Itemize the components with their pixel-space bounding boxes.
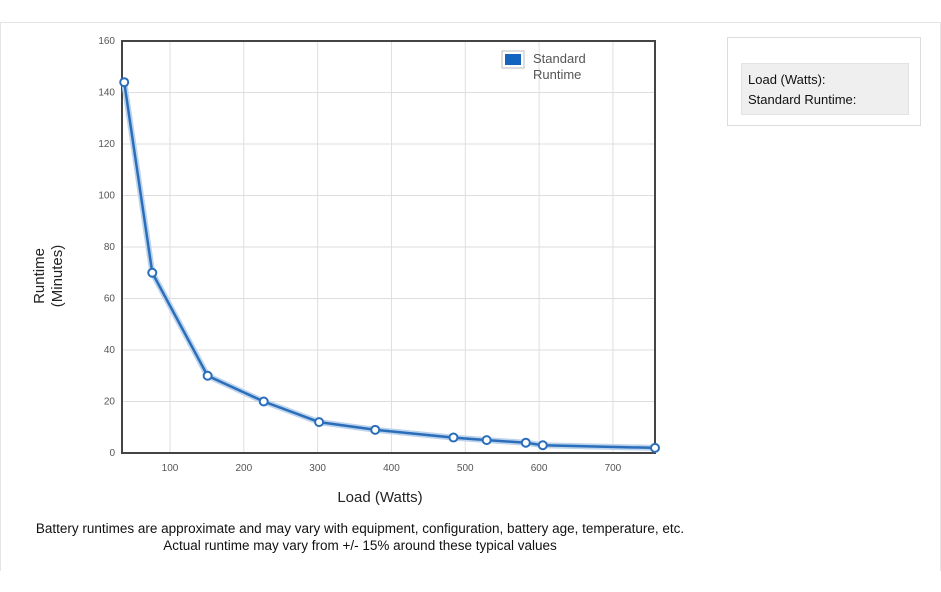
y-tick-label: 0 bbox=[109, 448, 115, 459]
x-tick-label: 600 bbox=[531, 463, 548, 474]
legend[interactable]: Standard Runtime bbox=[501, 50, 586, 82]
info-load-label: Load (Watts): bbox=[748, 72, 826, 87]
x-tick-label: 400 bbox=[383, 463, 400, 474]
data-point[interactable] bbox=[202, 370, 213, 381]
y-tick-label: 20 bbox=[104, 397, 116, 408]
y-tick-label: 60 bbox=[104, 294, 116, 305]
data-point[interactable] bbox=[147, 267, 158, 278]
data-point[interactable] bbox=[370, 424, 381, 435]
y-tick-label: 140 bbox=[98, 88, 115, 99]
y-tick-label: 120 bbox=[98, 139, 115, 150]
y-tick-label: 100 bbox=[98, 191, 115, 202]
disclaimer-line-2: Actual runtime may vary from +/- 15% aro… bbox=[163, 538, 557, 553]
x-axis-ticks: 100 200 300 400 500 600 700 bbox=[162, 463, 622, 474]
legend-label-line-2: Runtime bbox=[533, 67, 581, 82]
y-tick-label: 40 bbox=[104, 345, 116, 356]
series-line-shadow bbox=[121, 81, 656, 451]
x-tick-label: 200 bbox=[235, 463, 252, 474]
disclaimer-line-1: Battery runtimes are approximate and may… bbox=[35, 521, 685, 536]
series-layer[interactable] bbox=[119, 77, 660, 453]
legend-label-line-1: Standard bbox=[533, 51, 586, 66]
x-tick-label: 100 bbox=[162, 463, 179, 474]
grid-lines bbox=[122, 40, 655, 454]
x-tick-label: 300 bbox=[309, 463, 326, 474]
data-point[interactable] bbox=[119, 77, 130, 88]
data-point[interactable] bbox=[520, 437, 531, 448]
legend-swatch[interactable] bbox=[505, 54, 521, 65]
data-point[interactable] bbox=[481, 435, 492, 446]
info-runtime-label: Standard Runtime: bbox=[748, 92, 857, 107]
x-tick-label: 500 bbox=[457, 463, 474, 474]
y-tick-label: 160 bbox=[98, 36, 115, 47]
series-line bbox=[122, 82, 656, 450]
x-tick-label: 700 bbox=[605, 463, 622, 474]
y-tick-label: 80 bbox=[104, 242, 116, 253]
y-axis-ticks: 0 20 40 60 80 100 120 140 160 bbox=[98, 36, 115, 459]
hover-info-panel: Load (Watts): Standard Runtime: bbox=[727, 37, 921, 126]
y-axis-title: Runtime (Minutes) bbox=[31, 245, 66, 308]
data-point[interactable] bbox=[314, 417, 325, 428]
data-point[interactable] bbox=[258, 396, 269, 407]
plot-border bbox=[121, 40, 656, 454]
y-axis-title-line-2: (Minutes) bbox=[49, 245, 66, 308]
data-point[interactable] bbox=[448, 432, 459, 443]
y-axis-title-line-1: Runtime bbox=[31, 248, 48, 304]
x-axis-title: Load (Watts) bbox=[337, 489, 422, 506]
data-point[interactable] bbox=[650, 442, 660, 453]
hover-info-content: Load (Watts): Standard Runtime: bbox=[741, 63, 909, 115]
data-point[interactable] bbox=[537, 440, 548, 451]
